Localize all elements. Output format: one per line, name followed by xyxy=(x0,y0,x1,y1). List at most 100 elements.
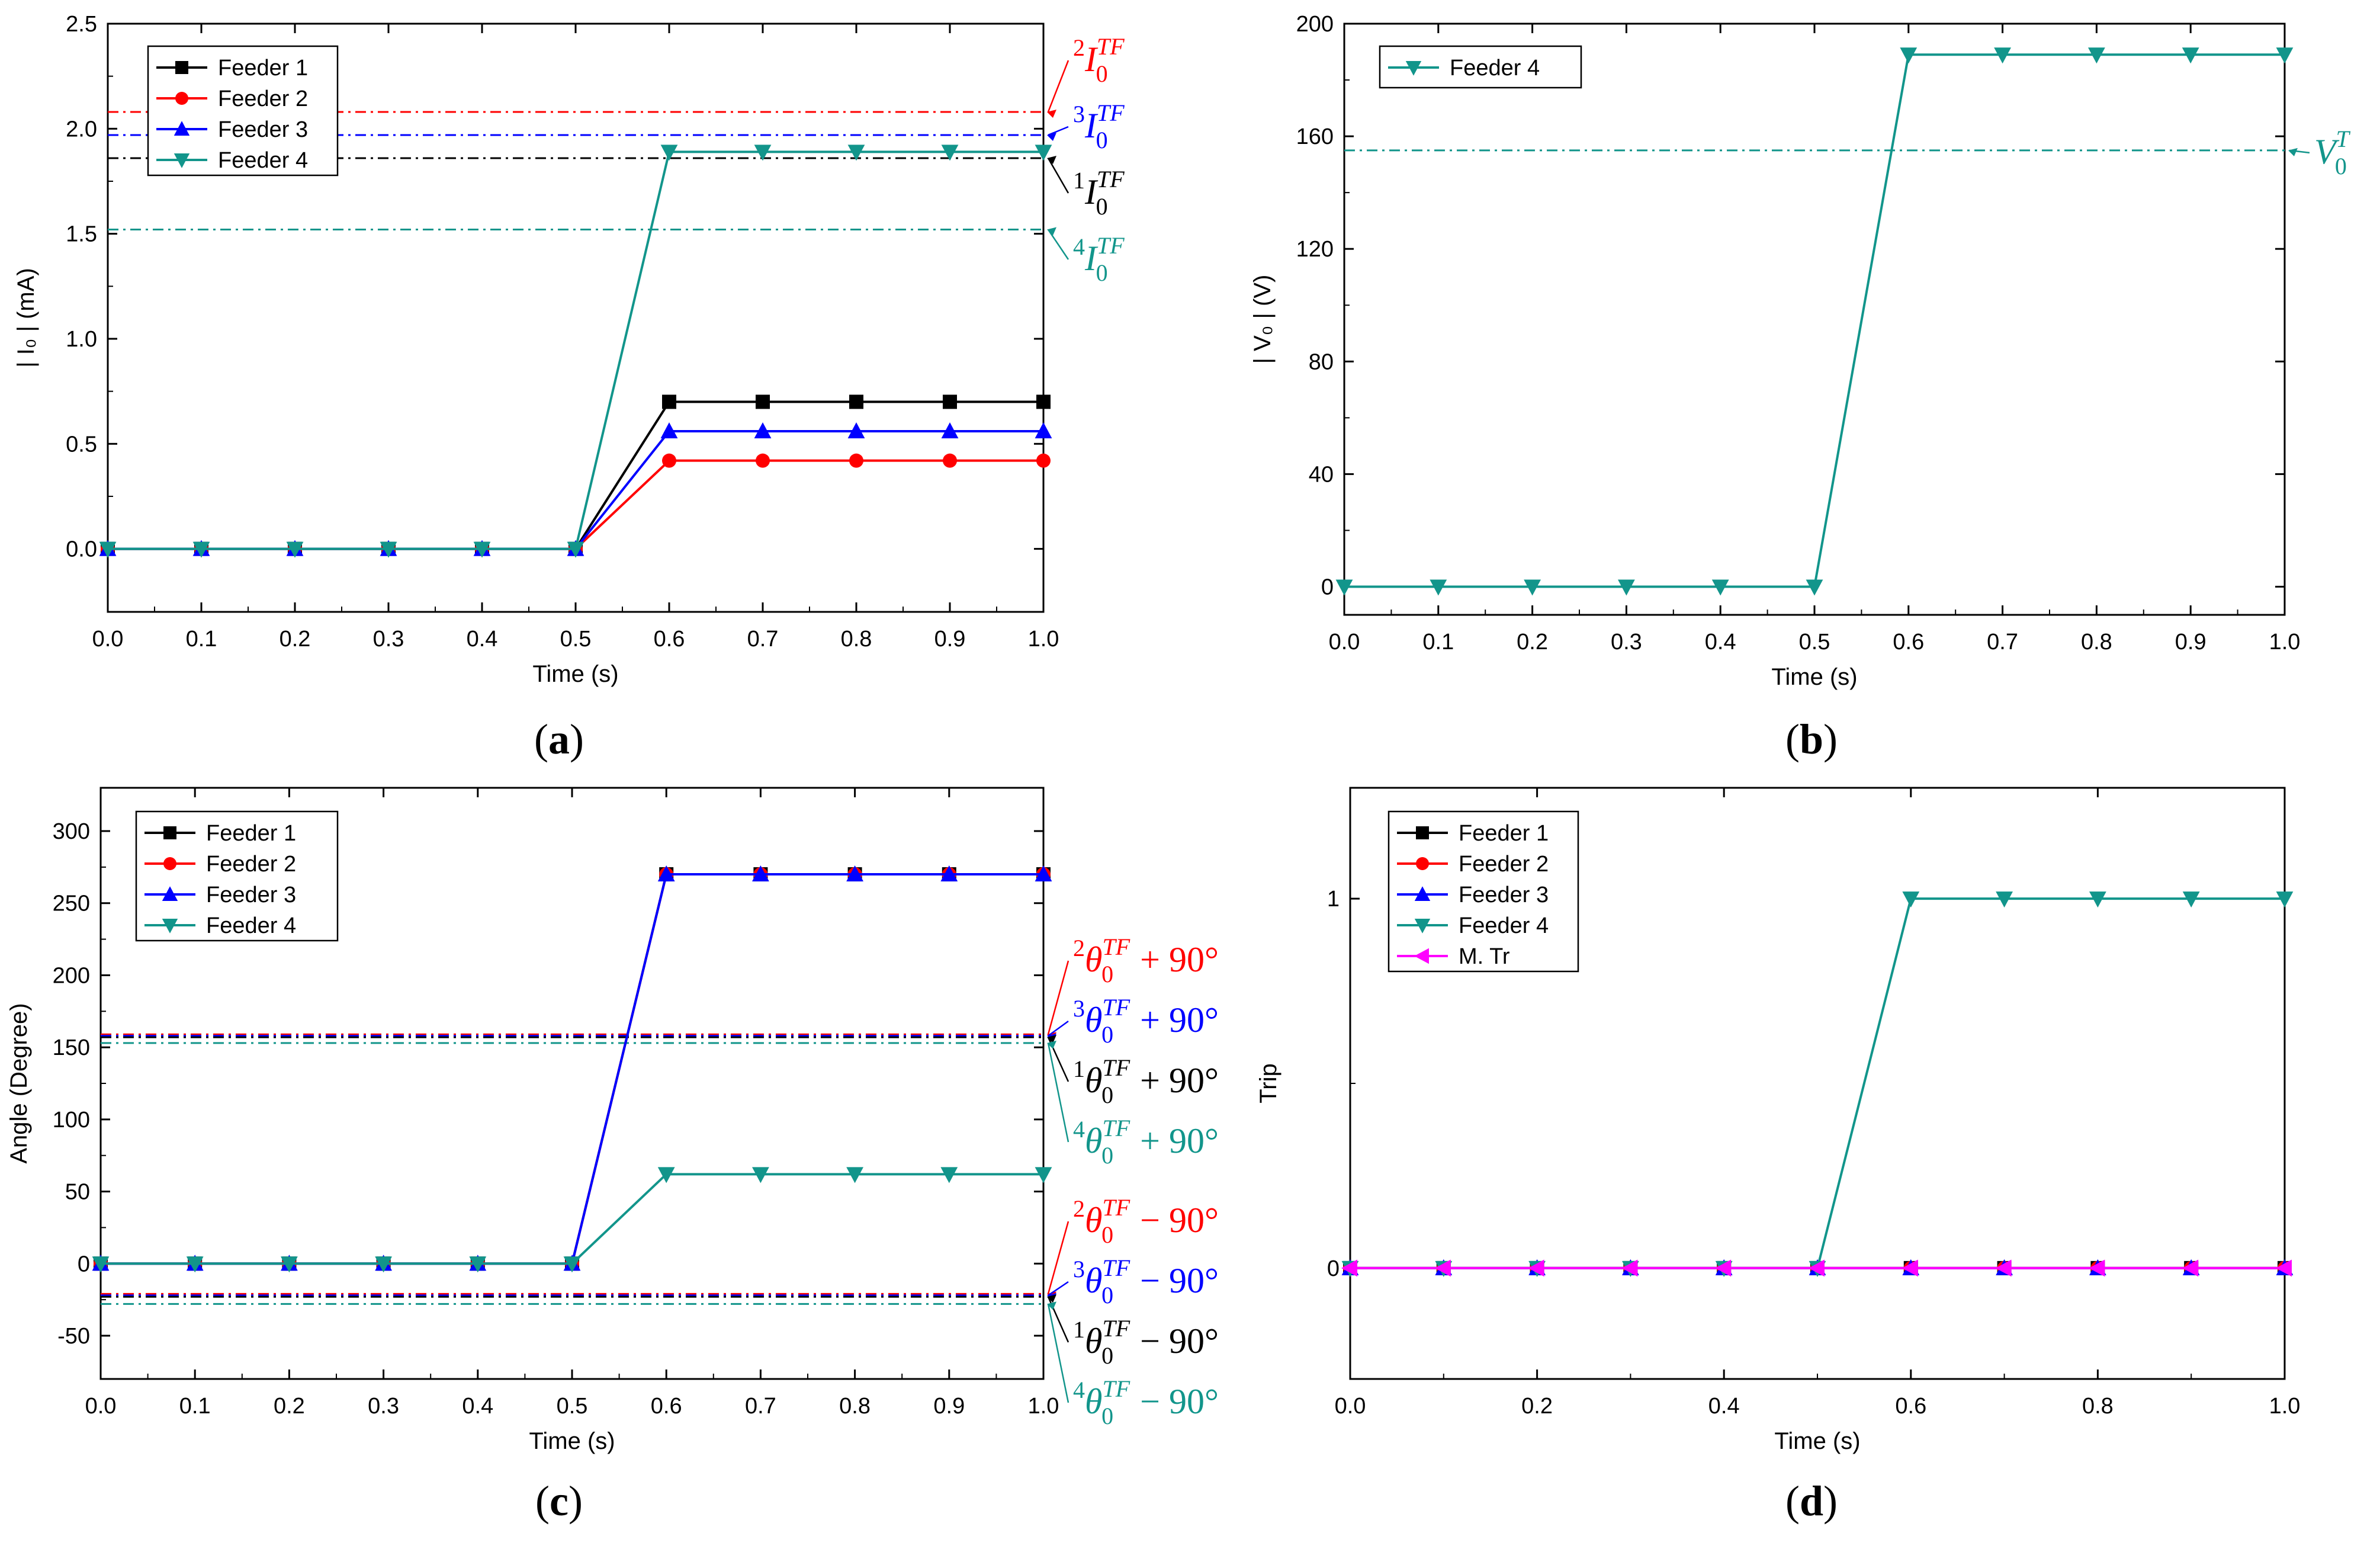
data-point xyxy=(2089,891,2106,908)
y-axis-label: Angle (Degree) xyxy=(6,1003,32,1163)
y-tick-label: 0 xyxy=(1321,575,1334,599)
data-point xyxy=(752,1167,769,1183)
x-tick-label: 0.8 xyxy=(2081,630,2112,655)
data-point xyxy=(1994,47,2011,64)
panel-caption: (d) xyxy=(1785,1477,1838,1525)
data-point xyxy=(662,394,676,409)
legend-marker xyxy=(1414,919,1431,934)
x-tick-label: 0.5 xyxy=(557,1394,588,1419)
threshold-arrowhead xyxy=(1047,227,1056,236)
threshold-pointer xyxy=(1047,158,1069,194)
x-tick-label: 0.6 xyxy=(1893,630,1924,655)
data-point xyxy=(846,1167,863,1183)
legend-marker xyxy=(174,121,190,136)
threshold-pointer xyxy=(1048,1020,1069,1037)
y-tick-label: 150 xyxy=(53,1035,90,1060)
data-point xyxy=(1715,1259,1732,1277)
threshold-pointer xyxy=(1048,1281,1069,1296)
threshold-pointer xyxy=(1047,1043,1069,1143)
data-point xyxy=(1996,891,2013,908)
data-point xyxy=(2182,1259,2199,1277)
data-point xyxy=(286,541,304,558)
data-point xyxy=(660,422,678,439)
y-axis-label: | I₀ | (mA) xyxy=(13,268,39,367)
threshold-label: 1θTF 0 + 90° xyxy=(1073,1054,1219,1108)
y-tick-label: 2.0 xyxy=(66,117,97,142)
x-axis-label: Time (s) xyxy=(532,661,618,687)
y-tick-label: 200 xyxy=(1296,12,1334,37)
y-tick-label: 50 xyxy=(65,1180,90,1205)
data-point xyxy=(754,422,772,439)
data-point xyxy=(943,453,957,468)
legend-marker xyxy=(1405,61,1422,76)
data-point xyxy=(849,394,863,409)
x-tick-label: 0.6 xyxy=(1895,1394,1926,1419)
x-tick-label: 0.3 xyxy=(368,1394,399,1419)
legend-label: Feeder 4 xyxy=(206,913,296,938)
data-point xyxy=(2276,1259,2292,1277)
y-tick-label: 80 xyxy=(1309,349,1334,374)
data-point xyxy=(1430,579,1447,596)
data-point xyxy=(1618,579,1635,596)
y-tick-label: 40 xyxy=(1309,462,1334,487)
data-point xyxy=(849,453,863,468)
data-point xyxy=(1035,422,1052,439)
data-point xyxy=(473,541,491,558)
legend-marker xyxy=(1414,886,1431,901)
x-tick-label: 0.8 xyxy=(839,1394,871,1419)
threshold-label: 3ITF 0 xyxy=(1073,100,1125,153)
legend-label: Feeder 1 xyxy=(218,56,308,81)
x-tick-label: 0.7 xyxy=(1987,630,2018,655)
threshold-arrowhead xyxy=(1047,1301,1056,1310)
x-tick-label: 0.9 xyxy=(2175,630,2206,655)
data-point xyxy=(1711,579,1729,596)
x-tick-label: 0.7 xyxy=(745,1394,776,1419)
data-point xyxy=(847,145,865,161)
threshold-pointer xyxy=(1047,60,1069,113)
panel-caption: (a) xyxy=(534,716,584,763)
legend-marker xyxy=(175,61,188,74)
data-point xyxy=(1621,1259,1638,1277)
data-point xyxy=(1806,579,1823,596)
legend-label: Feeder 4 xyxy=(218,148,308,173)
x-tick-label: 0.7 xyxy=(747,627,779,652)
legend-marker xyxy=(162,919,178,934)
x-tick-label: 1.0 xyxy=(1028,1394,1059,1419)
data-point xyxy=(941,422,959,439)
data-point xyxy=(1035,1167,1052,1183)
legend-marker xyxy=(175,92,188,105)
series-line-feeder-3 xyxy=(108,430,1043,550)
series-line-feeder-4 xyxy=(1344,53,2285,588)
x-tick-label: 1.0 xyxy=(2269,630,2301,655)
series-line-feeder-4 xyxy=(108,150,1043,550)
data-point xyxy=(380,541,397,558)
data-point xyxy=(1524,579,1541,596)
data-point xyxy=(940,1167,958,1183)
data-point xyxy=(2089,1259,2105,1277)
legend-label: Feeder 1 xyxy=(206,821,296,846)
data-point xyxy=(2276,891,2294,908)
x-axis-label: Time (s) xyxy=(1771,664,1857,690)
data-point xyxy=(186,1256,204,1273)
data-point xyxy=(2276,47,2294,64)
legend-marker xyxy=(1414,948,1429,964)
legend-marker xyxy=(1416,857,1429,870)
y-axis-label: Trip xyxy=(1255,1063,1281,1103)
threshold-arrowhead xyxy=(1047,1294,1056,1303)
legend-label: Feeder 3 xyxy=(218,117,308,142)
plot-frame xyxy=(1343,23,2286,616)
threshold-arrowhead xyxy=(1047,1040,1056,1049)
chart-c: 0.0 0.1 0.2 0.3 0.4 0.5 0.6 0.7 0.8 0.9 1.0 -50 0 50 1… xyxy=(6,787,1219,1525)
threshold-arrowhead xyxy=(1047,155,1056,164)
x-tick-label: 0.4 xyxy=(1708,1394,1740,1419)
data-point xyxy=(2182,891,2200,908)
y-tick-label: 0.0 xyxy=(66,537,97,562)
y-tick-label: 0 xyxy=(1327,1256,1340,1281)
data-point xyxy=(1341,1259,1357,1277)
y-tick-label: 1.5 xyxy=(66,222,97,247)
x-tick-label: 0.4 xyxy=(1705,630,1736,655)
data-point xyxy=(1035,145,1052,161)
data-point xyxy=(192,541,210,558)
data-point xyxy=(846,865,863,882)
